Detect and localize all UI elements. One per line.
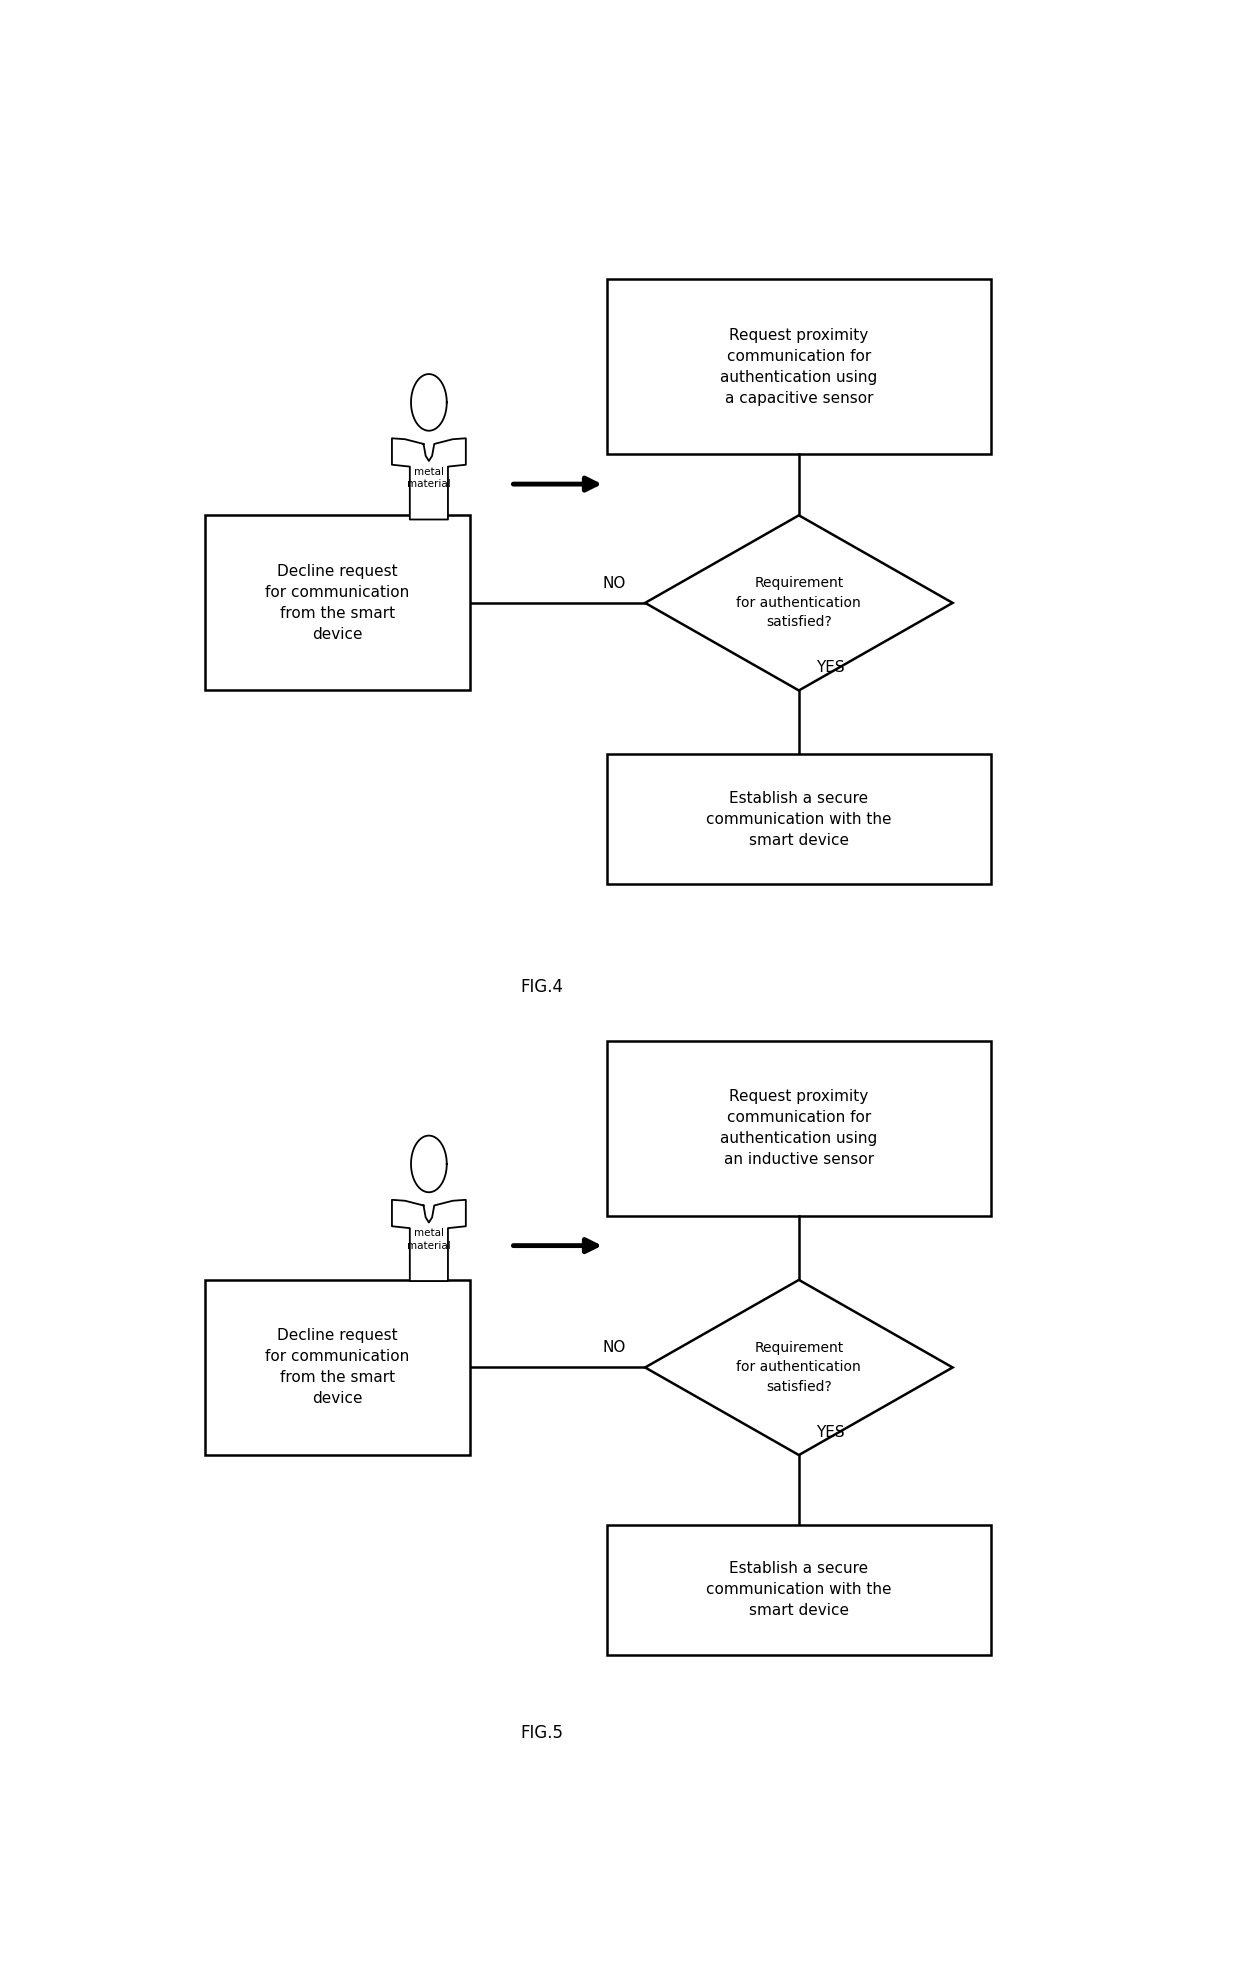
Polygon shape (392, 439, 466, 520)
Text: Request proximity
communication for
authentication using
a capacitive sensor: Request proximity communication for auth… (720, 328, 878, 405)
Text: Decline request
for communication
from the smart
device: Decline request for communication from t… (265, 564, 409, 643)
Text: Establish a secure
communication with the
smart device: Establish a secure communication with th… (706, 1561, 892, 1618)
FancyBboxPatch shape (206, 1280, 470, 1456)
Text: Requirement
for authentication
satisfied?: Requirement for authentication satisfied… (737, 576, 862, 629)
Polygon shape (645, 516, 952, 690)
Text: YES: YES (816, 661, 844, 674)
Text: Requirement
for authentication
satisfied?: Requirement for authentication satisfied… (737, 1341, 862, 1394)
Text: NO: NO (603, 1341, 626, 1355)
Text: Decline request
for communication
from the smart
device: Decline request for communication from t… (265, 1329, 409, 1406)
FancyBboxPatch shape (606, 754, 991, 884)
Text: Request proximity
communication for
authentication using
an inductive sensor: Request proximity communication for auth… (720, 1090, 878, 1167)
FancyBboxPatch shape (606, 279, 991, 455)
FancyBboxPatch shape (606, 1040, 991, 1216)
Text: Establish a secure
communication with the
smart device: Establish a secure communication with th… (706, 791, 892, 849)
Text: metal
material: metal material (407, 1228, 451, 1250)
FancyBboxPatch shape (606, 1525, 991, 1654)
Polygon shape (410, 1135, 446, 1193)
Text: FIG.4: FIG.4 (521, 977, 563, 995)
Text: YES: YES (816, 1424, 844, 1440)
FancyBboxPatch shape (206, 516, 470, 690)
Polygon shape (410, 374, 446, 431)
Polygon shape (645, 1280, 952, 1456)
Text: metal
material: metal material (407, 467, 451, 489)
Text: FIG.5: FIG.5 (521, 1725, 563, 1743)
Polygon shape (392, 1201, 466, 1282)
Text: NO: NO (603, 576, 626, 591)
